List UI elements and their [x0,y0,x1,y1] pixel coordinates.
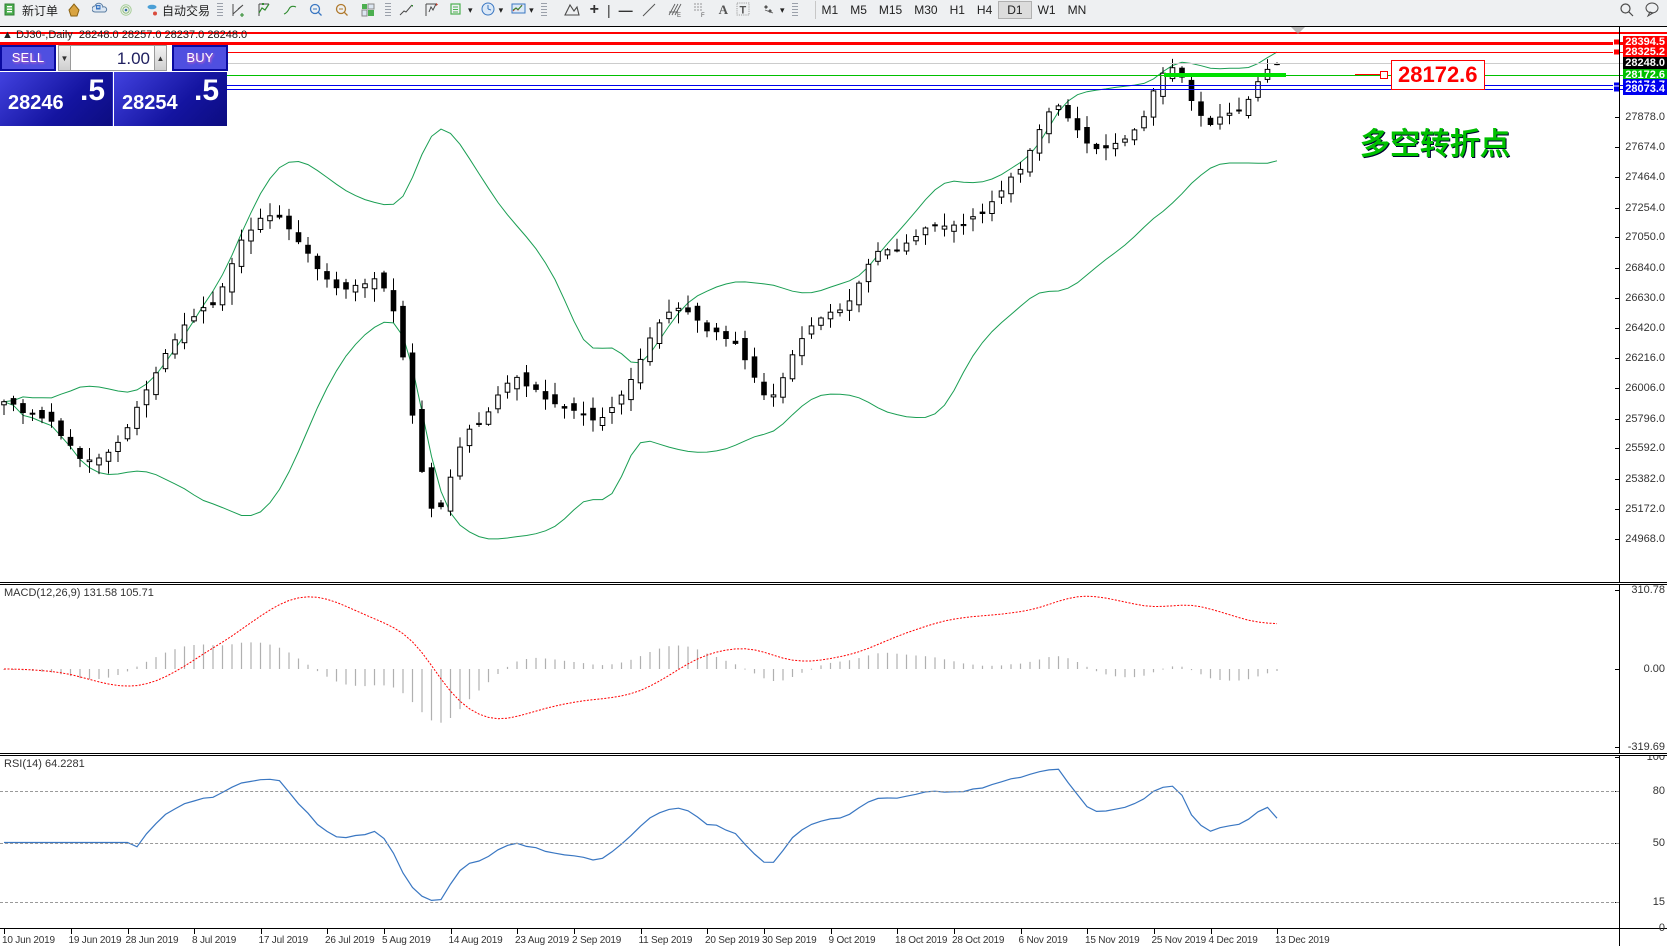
svg-text:E: E [677,13,681,18]
svg-text:F: F [701,13,705,18]
svg-text:T: T [740,5,747,17]
